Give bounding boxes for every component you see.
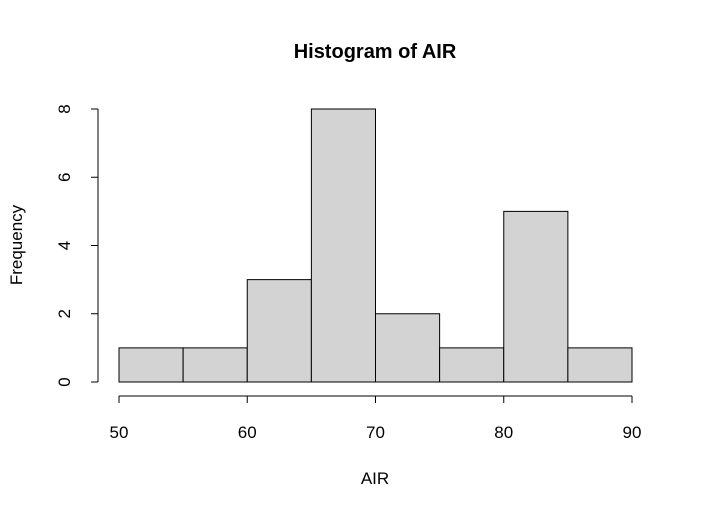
histogram-bar: [503, 210, 569, 383]
histogram-bar: [118, 347, 184, 383]
chart-title: Histogram of AIR: [294, 41, 457, 63]
histogram-bar: [182, 347, 248, 383]
histogram-bar: [246, 279, 312, 383]
y-axis: 0 2 4 6 8: [55, 104, 99, 387]
x-tick-label: 80: [494, 423, 513, 442]
x-axis: 50 60 70 80 90: [110, 395, 642, 442]
y-tick-label: 4: [55, 241, 74, 250]
y-tick-label: 2: [55, 309, 74, 318]
histogram-bar: [567, 347, 633, 383]
x-tick-label: 50: [110, 423, 129, 442]
x-tick-label: 90: [623, 423, 642, 442]
x-tick-label: 70: [366, 423, 385, 442]
bars-group: [118, 108, 633, 383]
x-tick-label: 60: [238, 423, 257, 442]
y-tick-label: 0: [55, 377, 74, 386]
y-tick-label: 6: [55, 173, 74, 182]
y-axis-label: Frequency: [7, 204, 26, 285]
histogram-bar: [375, 313, 441, 383]
histogram-bar: [439, 347, 505, 383]
y-tick-label: 8: [55, 104, 74, 113]
x-axis-label: AIR: [361, 469, 389, 488]
histogram-bar: [310, 108, 376, 383]
